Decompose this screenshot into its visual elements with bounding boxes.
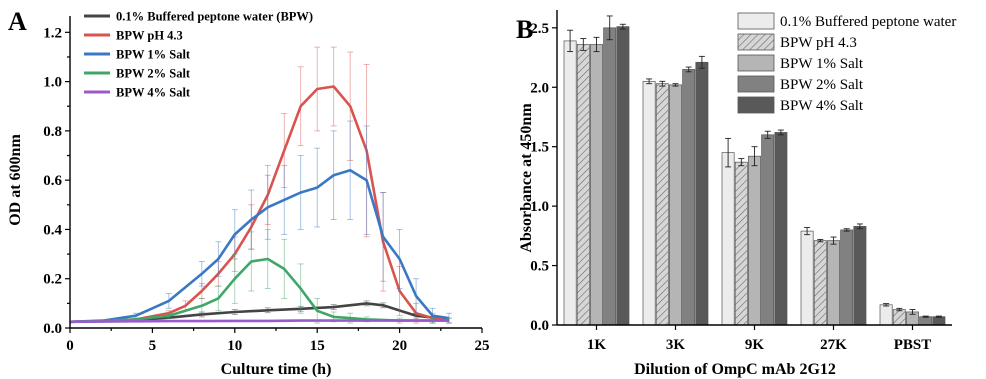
legend-swatch-bpw-1-salt (737, 54, 775, 72)
y-tick-label: 0.0 (43, 321, 62, 337)
panel-b-y-axis-title: Absorbance at 450nm (518, 103, 535, 253)
series-line-bpw-4-salt (69, 319, 449, 324)
x-tick-label: 3K (666, 337, 686, 353)
bar-1k-bpw-2-salt (603, 27, 617, 326)
legend-label-bpw-1-salt: BPW 1% Salt (116, 48, 191, 62)
y-tick-label: 0.6 (43, 173, 62, 189)
bar-group-3k (642, 55, 709, 326)
panel-b-legend: 0.1% Buffered peptone water BPW pH 4.3 BPW… (737, 12, 956, 114)
x-tick-label: 10 (227, 338, 242, 354)
bar-group-1k (563, 15, 630, 326)
bar-9k-bpw-4-salt (774, 132, 788, 326)
series-line-bpw-1-salt (69, 169, 450, 324)
legend-swatch-bpw-2-salt (737, 75, 775, 93)
x-tick-label: 25 (475, 338, 490, 354)
bar-pbst-bpw-2-salt (919, 316, 933, 326)
x-tick-label: 27K (820, 337, 847, 353)
bar-3k-bpw-4-salt (695, 61, 709, 326)
y-tick-label: 0.5 (530, 259, 549, 275)
panel-b-letter: B (516, 15, 533, 44)
y-tick-label: 0.0 (530, 318, 549, 334)
bar-1k-bpw-1-salt (590, 44, 603, 326)
bar-9k-0-1-buffered-peptone-water (721, 152, 735, 326)
y-tick-label: 2.0 (530, 80, 549, 96)
bar-27k-bpw-2-salt (840, 229, 854, 326)
y-tick-label: 1.0 (530, 199, 549, 215)
panel-b-plot-area (563, 15, 946, 326)
bar-9k-bpw-2-salt (761, 134, 775, 326)
bar-pbst-bpw-ph-4-3 (892, 309, 906, 326)
series-bpw-4-salt (69, 319, 449, 324)
x-tick-label: PBST (894, 337, 932, 353)
bar-27k-bpw-ph-4-3 (813, 240, 827, 326)
bar-9k-bpw-1-salt (748, 155, 761, 326)
series-bpw-1-salt (69, 120, 453, 324)
legend-label-bpw-4-salt: BPW 4% Salt (116, 86, 191, 100)
legend-label-bpw-1-salt: BPW 1% Salt (780, 56, 864, 72)
panel-b-axes: 0.0 0.5 1.0 1.5 2.0 2.5 1K 3K 9K 27K PBST (530, 10, 952, 353)
bar-3k-bpw-2-salt (682, 69, 696, 326)
bar-group-pbst (879, 303, 946, 326)
legend-label-bpw-2-salt: BPW 2% Salt (116, 67, 191, 81)
x-tick-label: 15 (310, 338, 325, 354)
bar-27k-bpw-4-salt (853, 225, 867, 326)
legend-label-bpw-4-salt: BPW 4% Salt (780, 98, 864, 114)
x-tick-label: 9K (745, 337, 765, 353)
x-tick-label: 20 (392, 338, 407, 354)
x-tick-label: 1K (587, 337, 607, 353)
panel-b: B 0.0 0.5 1.0 1.5 2.0 2.5 1K 3K 9K 27K PBST Diluti… (516, 10, 956, 378)
bar-27k-bpw-1-salt (827, 240, 840, 326)
legend-label-0-1-buffered-peptone-water: 0.1% Buffered peptone water (780, 14, 956, 30)
legend-label-bpw-ph-4-3: BPW pH 4.3 (116, 29, 183, 43)
panel-b-x-axis-title: Dilution of OmpC mAb 2G12 (634, 361, 836, 378)
bar-3k-bpw-ph-4-3 (655, 83, 669, 326)
bar-group-27k (800, 223, 867, 326)
panel-a-y-axis-title: OD at 600nm (7, 134, 24, 226)
bar-27k-0-1-buffered-peptone-water (800, 230, 814, 326)
bar-3k-bpw-1-salt (669, 84, 682, 326)
bar-1k-bpw-ph-4-3 (576, 44, 590, 326)
bar-1k-0-1-buffered-peptone-water (563, 40, 577, 326)
bar-pbst-0-1-buffered-peptone-water (879, 304, 893, 326)
bar-pbst-bpw-4-salt (932, 316, 946, 326)
x-tick-label: 0 (66, 338, 74, 354)
panel-a-axes: 0 5 10 15 20 25 0.0 0.2 0.4 0.6 0.8 1.0 1.2 (43, 16, 490, 354)
bar-3k-0-1-buffered-peptone-water (642, 80, 656, 326)
panel-a-plot-area (69, 46, 453, 324)
legend-label-0-1-buffered-peptone-water-bpw: 0.1% Buffered peptone water (BPW) (116, 10, 313, 24)
panel-a-legend: 0.1% Buffered peptone water (BPW) BPW pH … (84, 10, 313, 100)
bar-1k-bpw-4-salt (616, 26, 630, 326)
bar-9k-bpw-ph-4-3 (734, 161, 748, 326)
panel-a-x-axis-title: Culture time (h) (221, 361, 332, 378)
y-tick-label: 0.8 (43, 124, 62, 140)
legend-swatch-bpw-ph-4-3 (737, 33, 775, 51)
y-tick-label: 1.5 (530, 140, 549, 156)
y-tick-label: 2.5 (530, 21, 549, 37)
legend-swatch-bpw-4-salt (737, 96, 775, 114)
y-tick-label: 1.2 (43, 25, 62, 41)
series-line-bpw-ph-4-3 (69, 85, 450, 324)
panel-a: A 0 5 10 15 20 25 0.0 0.2 0.4 0.6 0.8 1.0 1.2 Cultur… (7, 7, 490, 378)
legend-label-bpw-ph-4-3: BPW pH 4.3 (780, 35, 857, 51)
y-tick-label: 0.4 (43, 222, 62, 238)
panel-a-letter: A (8, 7, 27, 36)
x-tick-label: 5 (149, 338, 157, 354)
legend-swatch-0-1-buffered-peptone-water (737, 12, 775, 30)
y-tick-label: 0.2 (43, 272, 62, 288)
y-tick-label: 1.0 (43, 75, 62, 91)
bar-group-9k (721, 129, 788, 326)
legend-label-bpw-2-salt: BPW 2% Salt (780, 77, 864, 93)
